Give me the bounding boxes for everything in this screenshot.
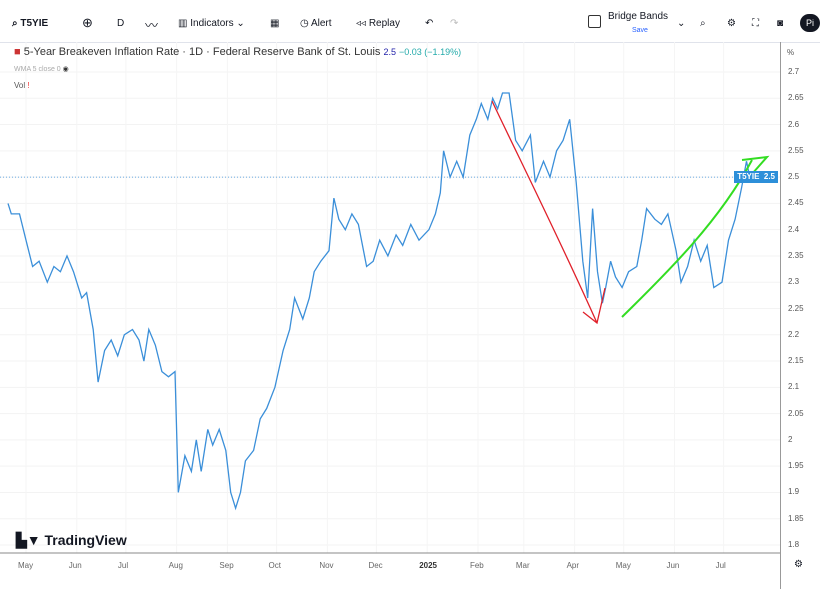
y-tick-label: 2.7 xyxy=(788,67,800,76)
x-tick-label: Apr xyxy=(566,561,580,570)
tv-logo-icon: ▙▼ xyxy=(16,532,41,548)
x-tick-label: Jul xyxy=(715,561,726,570)
eye-icon[interactable]: ◉ xyxy=(62,66,69,73)
y-tick-label: 2.35 xyxy=(788,250,804,260)
y-tick-label: 2.15 xyxy=(788,356,804,366)
y-tick-label: 2.4 xyxy=(788,224,800,234)
y-tick-label: 2.2 xyxy=(788,329,800,339)
undo-icon[interactable]: ↶ xyxy=(425,18,434,29)
x-tick-label: Jun xyxy=(68,561,82,570)
fullscreen-icon[interactable]: ⛶ xyxy=(752,18,759,29)
legend-title: 5-Year Breakeven Inflation Rate · 1D · F… xyxy=(23,46,381,58)
price-axis[interactable] xyxy=(780,42,820,589)
indicator-label: WMA 5 close 0 xyxy=(14,66,61,73)
x-tick-label: Dec xyxy=(368,561,383,570)
x-tick-label: May xyxy=(615,561,631,570)
chevron-down-icon[interactable]: ⌄ xyxy=(677,18,686,29)
layouts-icon[interactable]: ▦ xyxy=(270,18,280,29)
x-tick-label: May xyxy=(18,561,34,570)
x-tick-label: Aug xyxy=(168,561,183,570)
x-tick-label: 2025 xyxy=(419,561,437,570)
alert-label: Alert xyxy=(310,18,332,29)
y-tick-label: 1.8 xyxy=(788,540,800,549)
top-toolbar: ⌕ T5YIE ⊕ D 〰 ▥ Indicators ⌄ ▦ ◷ Alert ◃… xyxy=(0,0,820,43)
y-tick-label: 2.45 xyxy=(788,198,804,208)
y-tick-label: 1.85 xyxy=(788,513,804,523)
y-unit: % xyxy=(787,48,795,57)
screenshot-icon[interactable]: ◙ xyxy=(777,18,784,29)
series-line xyxy=(7,92,751,511)
save-label[interactable]: Save xyxy=(632,27,648,34)
avatar[interactable]: Pi xyxy=(800,14,820,32)
layout-name[interactable]: Bridge Bands xyxy=(608,11,669,22)
axis-settings-icon[interactable]: ⚙ xyxy=(794,559,803,570)
indicators-label: Indicators xyxy=(190,18,234,29)
legend-title-row: ■ 5-Year Breakeven Inflation Rate · 1D ·… xyxy=(14,46,461,58)
symbol-search[interactable]: ⌕ T5YIE xyxy=(12,18,49,29)
symbol-label: T5YIE xyxy=(20,18,49,29)
tradingview-logo: ▙▼ TradingView xyxy=(16,532,127,549)
replay-button[interactable]: ◃◃ Replay xyxy=(356,18,400,29)
brand-label: TradingView xyxy=(44,532,127,548)
y-tick-label: 2.6 xyxy=(788,119,800,129)
red-arrow-drawing xyxy=(491,100,606,325)
alert-button[interactable]: ◷ Alert xyxy=(300,18,332,29)
warning-icon[interactable]: ! xyxy=(27,81,30,90)
y-tick-label: 2 xyxy=(788,434,793,444)
indicator-row[interactable]: WMA 5 close 0 ◉ xyxy=(14,65,69,73)
indicators-icon: ▥ xyxy=(178,18,188,29)
x-tick-label: Oct xyxy=(268,561,281,570)
y-tick-label: 2.25 xyxy=(788,303,804,313)
price-label-symbol: T5YIE xyxy=(737,172,760,182)
interval-button[interactable]: D xyxy=(117,18,125,29)
y-tick-label: 2.1 xyxy=(788,382,800,392)
price-label-value: 2.5 xyxy=(763,172,775,182)
x-tick-label: Feb xyxy=(469,561,484,570)
y-tick-label: 1.95 xyxy=(788,461,804,471)
x-tick-label: Jul xyxy=(117,561,129,570)
x-tick-label: Sep xyxy=(219,561,234,570)
y-tick-label: 2.65 xyxy=(788,93,804,103)
price-label: T5YIE 2.5 xyxy=(734,171,778,184)
indicators-button[interactable]: ▥ Indicators ⌄ xyxy=(178,18,245,29)
replay-label: Replay xyxy=(368,18,400,29)
legend-last: 2.5 xyxy=(383,47,396,57)
x-tick-label: Jun xyxy=(666,561,680,570)
x-tick-label: Nov xyxy=(319,561,334,570)
quick-search-icon[interactable]: ⌕ xyxy=(700,18,706,29)
redo-icon[interactable]: ↷ xyxy=(450,18,459,29)
legend-change: −0.03 (−1.19%) xyxy=(399,47,462,57)
chart-type-icon[interactable]: 〰 xyxy=(145,18,159,33)
y-tick-label: 2.05 xyxy=(788,408,804,418)
y-tick-label: 2.55 xyxy=(788,145,804,155)
vol-row[interactable]: Vol ! xyxy=(14,81,30,90)
vol-label: Vol xyxy=(14,81,26,90)
settings-icon[interactable]: ⚙ xyxy=(727,18,736,29)
y-tick-label: 2.3 xyxy=(788,277,800,287)
y-tick-label: 2.5 xyxy=(788,172,800,182)
x-tick-label: Mar xyxy=(515,561,530,570)
y-tick-label: 1.9 xyxy=(788,487,800,497)
add-symbol-icon[interactable]: ⊕ xyxy=(82,15,93,30)
flag-icon: ■ xyxy=(14,46,21,58)
layout-icon[interactable] xyxy=(588,15,601,28)
